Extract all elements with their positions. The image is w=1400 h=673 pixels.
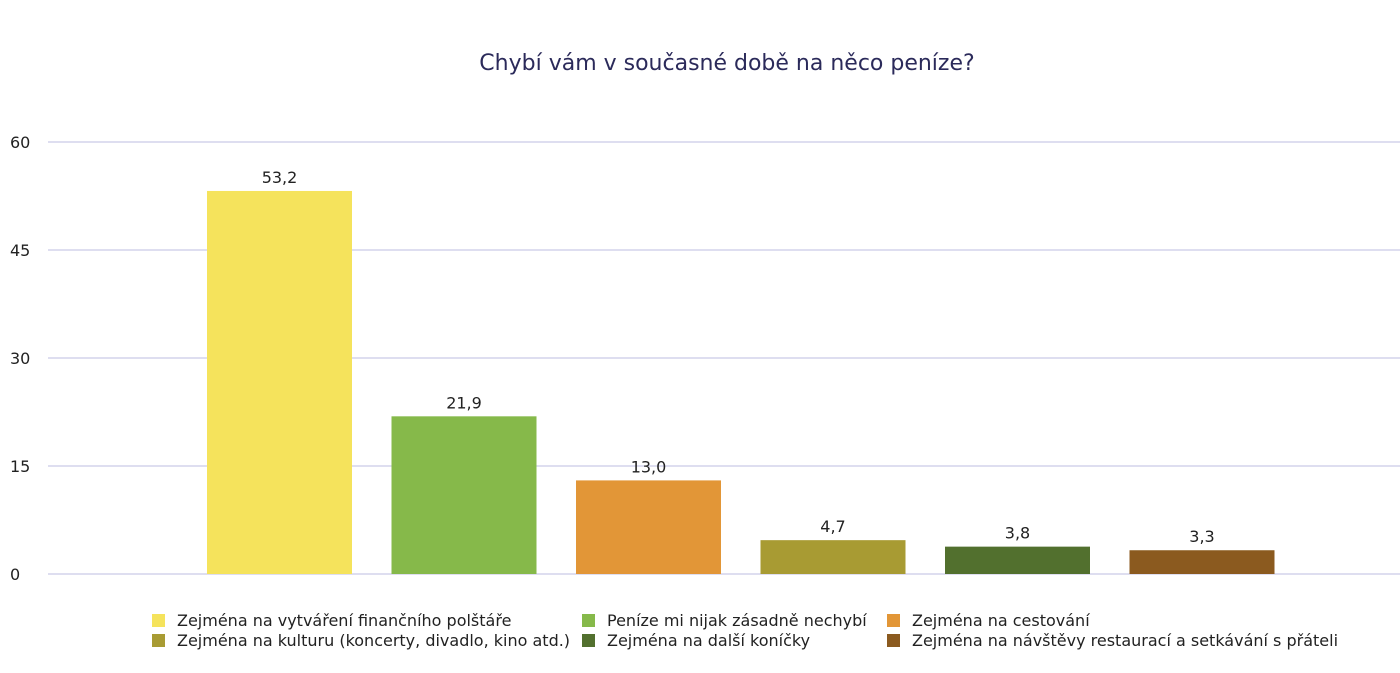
- y-tick-label: 60: [10, 133, 30, 152]
- legend-swatch: [887, 633, 900, 647]
- legend-swatch: [152, 613, 165, 627]
- y-tick-label: 30: [10, 349, 30, 368]
- legend-label: Zejména na návštěvy restaurací a setkává…: [912, 630, 1339, 650]
- legend-item: Peníze mi nijak zásadně nechybí: [582, 610, 887, 630]
- legend-label: Zejména na cestování: [912, 610, 1090, 630]
- legend-item: Zejména na cestování: [887, 610, 1347, 630]
- legend-label: Peníze mi nijak zásadně nechybí: [607, 610, 867, 630]
- data-label: 4,7: [820, 517, 845, 536]
- bar: [207, 190, 352, 574]
- legend-item: Zejména na návštěvy restaurací a setkává…: [887, 630, 1347, 650]
- chart-title: Chybí vám v současné době na něco peníze…: [479, 51, 974, 76]
- data-label: 13,0: [631, 457, 667, 476]
- legend-item: Zejména na vytváření finančního polštáře: [152, 610, 582, 630]
- data-label: 3,3: [1189, 527, 1214, 546]
- legend-swatch: [582, 613, 595, 627]
- data-labels: 53,2 21,9 13,0 4,7 3,8 3,3: [262, 168, 1215, 546]
- bar: [945, 546, 1090, 574]
- bar: [760, 540, 906, 574]
- bar: [391, 416, 537, 574]
- y-tick-label: 0: [10, 565, 20, 584]
- y-tick-label: 15: [10, 457, 30, 476]
- y-axis-ticks: 0 15 30 45 60: [10, 133, 30, 584]
- legend-label: Zejména na kulturu (koncerty, divadlo, k…: [177, 630, 571, 650]
- legend: Zejména na vytváření finančního polštáře…: [152, 610, 1352, 650]
- bars: [207, 190, 1275, 574]
- legend-item: Zejména na další koníčky: [582, 630, 887, 650]
- legend-swatch: [582, 633, 595, 647]
- bar: [576, 480, 721, 574]
- legend-swatch: [152, 633, 165, 647]
- legend-label: Zejména na další koníčky: [607, 630, 811, 650]
- y-tick-label: 45: [10, 241, 30, 260]
- data-label: 21,9: [446, 393, 482, 412]
- legend-item: Zejména na kulturu (koncerty, divadlo, k…: [152, 630, 582, 650]
- legend-label: Zejména na vytváření finančního polštáře: [177, 610, 512, 630]
- data-label: 53,2: [262, 168, 298, 187]
- bar: [1129, 550, 1275, 574]
- data-label: 3,8: [1005, 524, 1030, 543]
- legend-swatch: [887, 613, 900, 627]
